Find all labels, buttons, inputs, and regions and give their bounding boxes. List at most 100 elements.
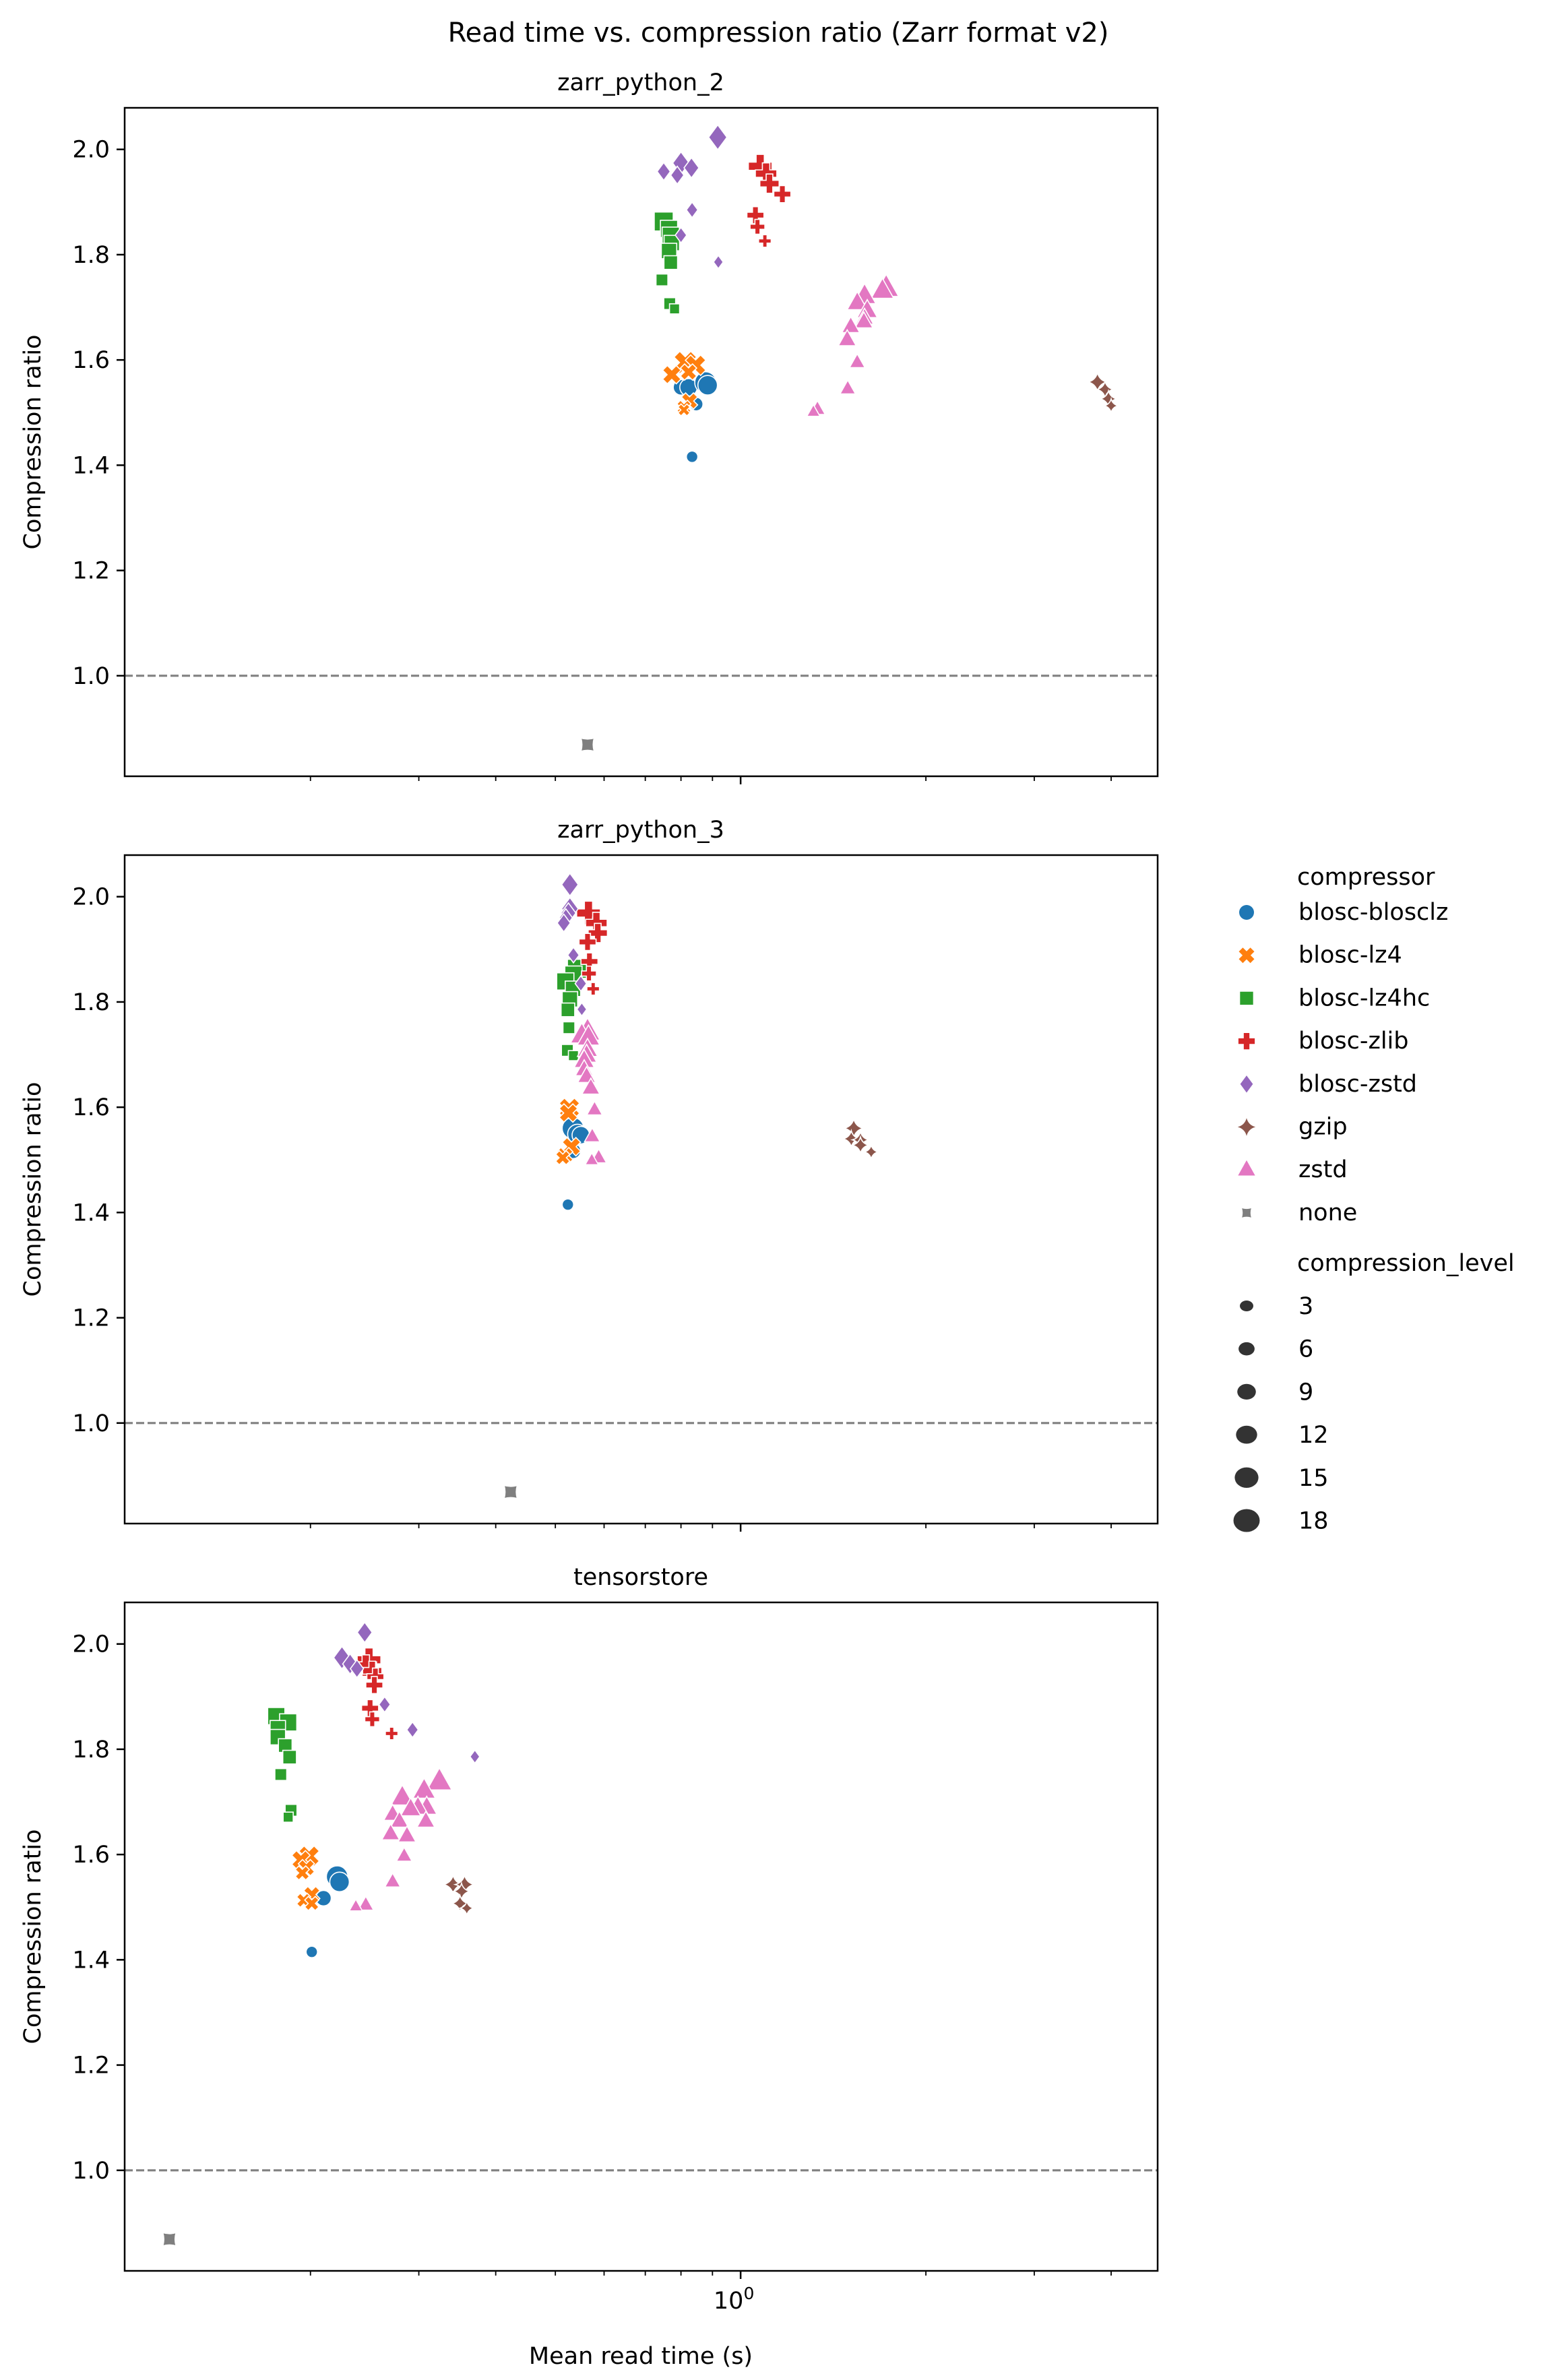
point-blosc-lz4 — [294, 1865, 311, 1881]
legend-label: 6 — [1298, 1336, 1313, 1363]
legend-label: blosc-blosclz — [1298, 899, 1448, 926]
y-tick-label: 2.0 — [72, 1631, 110, 1658]
point-gzip — [449, 1893, 470, 1914]
point-zstd — [381, 1823, 401, 1841]
point-gzip — [850, 1135, 871, 1156]
y-tick-label: 1.6 — [72, 1094, 110, 1121]
legend-label: none — [1298, 1199, 1357, 1226]
y-tick-label: 1.0 — [72, 1410, 110, 1437]
y-axis-label: Compression ratio — [20, 335, 46, 550]
panel-title: zarr_python_2 — [557, 69, 724, 96]
point-gzip — [1086, 371, 1109, 394]
point-zstd — [581, 1077, 601, 1095]
legend-item-blosc-lz4: blosc-lz4 — [1238, 942, 1402, 969]
x-tick-label: 100 — [714, 2284, 754, 2315]
y-tick-label: 1.4 — [72, 452, 110, 479]
point-zstd — [837, 328, 857, 346]
point-zstd — [805, 403, 821, 417]
legend-marker-blosc-lz4 — [1238, 947, 1255, 964]
point-zstd — [839, 379, 856, 395]
point-blosc-lz4hc — [663, 255, 679, 270]
point-blosc-lz4 — [304, 1896, 320, 1912]
point-zstd — [586, 1100, 604, 1116]
y-tick-label: 1.8 — [72, 242, 110, 269]
y-tick-label: 1.4 — [72, 1947, 110, 1974]
point-blosc-lz4 — [677, 403, 691, 417]
legend-item-blosc-blosclz: blosc-blosclz — [1239, 899, 1448, 926]
point-blosc-zstd — [708, 123, 728, 151]
legend-level-18: 18 — [1233, 1508, 1329, 1535]
legend-level-15: 15 — [1234, 1465, 1329, 1492]
point-blosc-zlib — [588, 922, 608, 943]
legend-title-compression-level: compression_level — [1297, 1250, 1515, 1277]
legend-marker-zstd — [1238, 1160, 1255, 1176]
point-zstd — [848, 352, 867, 369]
point-none — [162, 2232, 177, 2247]
legend-marker-blosc-zstd — [1240, 1075, 1253, 1093]
point-zstd — [395, 1846, 413, 1862]
point-blosc-zstd — [333, 1645, 351, 1670]
y-tick-label: 1.0 — [72, 2158, 110, 2185]
point-zstd — [584, 1127, 601, 1143]
point-blosc-lz4hc — [567, 1050, 579, 1061]
point-blosc-lz4 — [558, 1103, 579, 1123]
point-blosc-blosclz — [305, 1945, 319, 1958]
legend-size-marker — [1233, 1509, 1260, 1532]
point-blosc-zlib — [364, 1711, 381, 1728]
legend-size-marker — [1238, 1342, 1255, 1356]
point-blosc-zlib — [759, 173, 780, 194]
y-tick-label: 1.6 — [72, 347, 110, 374]
legend-marker-none — [1242, 1208, 1251, 1218]
legend-title-compressor: compressor — [1297, 864, 1435, 891]
y-tick-label: 1.2 — [72, 2053, 110, 2079]
axes-frame — [123, 1601, 1159, 2272]
y-axis-label: Compression ratio — [20, 1829, 46, 2044]
point-blosc-blosclz — [561, 1198, 575, 1211]
point-blosc-zstd — [561, 872, 579, 897]
y-tick-label: 1.8 — [72, 1736, 110, 1763]
legend-item-blosc-zlib: blosc-zlib — [1238, 1028, 1409, 1055]
legend-label: 9 — [1298, 1379, 1313, 1406]
point-blosc-lz4hc — [562, 1021, 575, 1034]
point-blosc-zstd — [685, 201, 699, 219]
legend-item-blosc-zstd: blosc-zstd — [1240, 1071, 1417, 1098]
y-tick-label: 1.4 — [72, 1199, 110, 1226]
point-blosc-lz4 — [555, 1150, 571, 1166]
point-blosc-zstd — [670, 165, 685, 185]
point-blosc-zlib — [385, 1726, 399, 1741]
legend-item-blosc-lz4hc: blosc-lz4hc — [1240, 984, 1430, 1011]
chart-title: Read time vs. compression ratio (Zarr fo… — [448, 18, 1109, 49]
point-blosc-zstd — [576, 1001, 588, 1017]
legend-label: zstd — [1298, 1156, 1348, 1183]
legend-label: blosc-zlib — [1298, 1028, 1409, 1055]
legend-label: 18 — [1298, 1508, 1329, 1535]
panel-zarr-python-2: zarr_python_2 Compression ratio 1.0 1.2 1.… — [20, 69, 1159, 784]
point-blosc-zstd — [349, 1658, 365, 1679]
legend-item-zstd: zstd — [1238, 1156, 1348, 1183]
point-zstd — [348, 1898, 364, 1912]
point-blosc-zlib — [586, 982, 600, 996]
point-blosc-zlib — [578, 933, 597, 951]
y-tick-label: 1.2 — [72, 1305, 110, 1332]
legend-size-marker — [1236, 1425, 1257, 1444]
point-blosc-zstd — [378, 1695, 391, 1714]
y-tick-label: 2.0 — [72, 137, 110, 164]
point-blosc-blosclz — [685, 450, 699, 464]
point-blosc-lz4hc — [282, 1749, 297, 1765]
axes-frame — [123, 106, 1159, 778]
point-none — [580, 737, 595, 753]
point-zstd — [383, 1872, 402, 1888]
point-blosc-lz4hc — [274, 1767, 288, 1782]
legend-level-3: 3 — [1240, 1293, 1313, 1320]
legend-marker-blosc-lz4hc — [1240, 991, 1253, 1005]
point-zstd — [870, 277, 895, 299]
point-blosc-lz4 — [679, 363, 698, 381]
point-blosc-zstd — [683, 156, 700, 179]
point-zstd — [416, 1810, 436, 1828]
point-none — [503, 1484, 518, 1500]
legend-item-gzip: gzip — [1237, 1114, 1348, 1141]
point-blosc-zlib — [749, 218, 765, 235]
point-zstd — [840, 315, 861, 334]
point-blosc-blosclz — [697, 375, 718, 396]
y-tick-label: 1.8 — [72, 989, 110, 1016]
